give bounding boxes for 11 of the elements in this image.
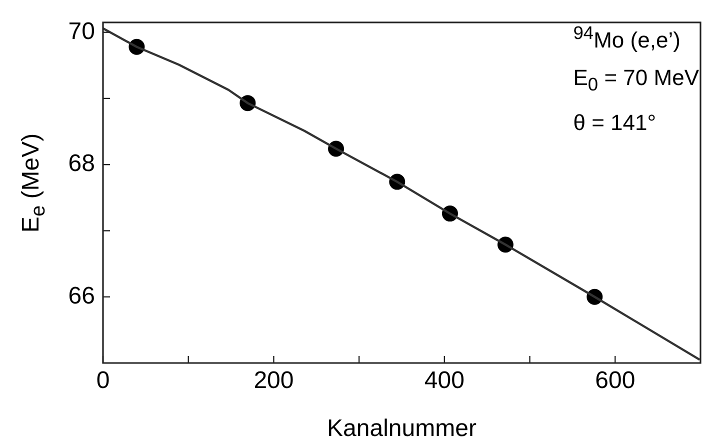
y-tick-label: 68 (68, 150, 95, 178)
x-tick-label: 0 (96, 367, 110, 394)
y-tick-label: 66 (68, 282, 95, 310)
x-tick-label: 200 (254, 367, 294, 394)
annotation: θ = 141° (573, 108, 658, 137)
y-tick-label: 70 (68, 18, 95, 45)
annotation: E$_{0}$ = 70 MeV (573, 64, 699, 97)
x-tick-label: 400 (424, 367, 464, 394)
x-tick-label: 600 (595, 367, 636, 394)
annotation: $^{94}$Mo (e,e’) (573, 21, 682, 54)
x-axis-title: Kanalnummer (327, 415, 476, 442)
